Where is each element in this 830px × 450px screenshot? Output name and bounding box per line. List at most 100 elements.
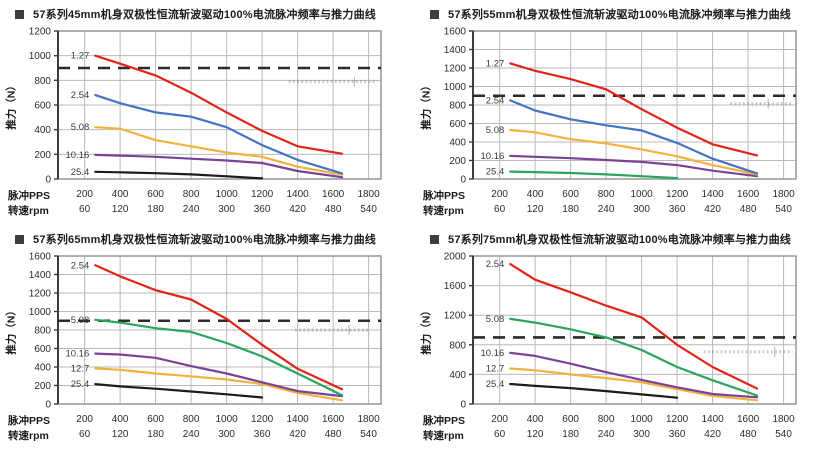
y-tick-label: 1400 <box>29 270 52 281</box>
x-tick-label-pps: 1600 <box>737 414 760 425</box>
x-tick-label-pps: 600 <box>562 414 579 425</box>
x-tick-label-pps: 400 <box>112 189 129 200</box>
series-line-2.54 <box>509 99 759 175</box>
x-tick-label-pps: 1800 <box>357 189 380 200</box>
x-tick-label-pps: 1200 <box>666 189 689 200</box>
series-line-12.7 <box>509 367 759 402</box>
x-tick-label-pps: 200 <box>491 414 508 425</box>
thrust-curve-plot: 0 200 400 600 800 1000 1200 1400 1600 200 60 400 120… <box>29 252 382 440</box>
x-tick-label-rpm: 60 <box>494 204 506 215</box>
chart-panel-75mm: 57系列75mm机身双极性恒流斩波驱动100%电流脉冲频率与推力曲线 推力（N）… <box>415 225 830 450</box>
y-tick-label: 200 <box>449 156 466 167</box>
x-axis-header-pps: 脉冲PPS <box>8 190 51 202</box>
x-tick-label-rpm: 120 <box>112 204 129 215</box>
x-tick-label-rpm: 240 <box>183 429 200 440</box>
x-tick-label-pps: 600 <box>147 414 164 425</box>
x-tick-label-rpm: 240 <box>183 204 200 215</box>
x-tick-label-rpm: 60 <box>79 204 91 215</box>
x-tick-label-rpm: 420 <box>289 204 306 215</box>
x-tick-label-pps: 1400 <box>286 189 309 200</box>
y-tick-label: 1000 <box>29 51 52 62</box>
series-label: 5.08 <box>486 314 505 325</box>
x-tick-label-rpm: 300 <box>218 429 235 440</box>
series-label: 2.54 <box>486 95 505 106</box>
x-tick-label-rpm: 540 <box>360 429 377 440</box>
chart-title-row: 57系列75mm机身双极性恒流斩波驱动100%电流脉冲频率与推力曲线 <box>430 231 791 247</box>
x-tick-label-rpm: 420 <box>704 204 721 215</box>
x-tick-label-pps: 1400 <box>701 189 724 200</box>
chart-title: 57系列45mm机身双极性恒流斩波驱动100%电流脉冲频率与推力曲线 <box>33 9 376 21</box>
series-label: 10.16 <box>65 349 89 360</box>
y-tick-label: 0 <box>460 400 466 411</box>
x-axis-header-pps: 脉冲PPS <box>423 415 466 427</box>
y-tick-label: 400 <box>34 363 51 374</box>
square-bullet-icon <box>15 9 24 19</box>
x-tick-label-pps: 600 <box>147 189 164 200</box>
x-axis-header-rpm: 转速rpm <box>423 430 464 442</box>
y-tick-label: 800 <box>34 326 51 337</box>
x-tick-label-rpm: 300 <box>633 204 650 215</box>
x-tick-label-pps: 1000 <box>630 189 653 200</box>
x-tick-label-rpm: 480 <box>325 429 342 440</box>
x-tick-label-rpm: 540 <box>360 204 377 215</box>
y-tick-label: 1200 <box>29 27 52 38</box>
series-label: 5.08 <box>71 315 90 326</box>
series-label: 25.4 <box>71 167 90 178</box>
y-tick-label: 2000 <box>444 252 467 263</box>
series-label: 25.4 <box>486 379 505 390</box>
series-line-10.16 <box>94 352 344 398</box>
x-tick-label-pps: 400 <box>527 414 544 425</box>
series-label: 5.08 <box>486 125 505 136</box>
chart-panel-55mm: 57系列55mm机身双极性恒流斩波驱动100%电流脉冲频率与推力曲线 推力（N）… <box>415 0 830 225</box>
x-tick-label-rpm: 540 <box>775 204 792 215</box>
series-label: 10.16 <box>65 150 89 161</box>
x-tick-label-rpm: 360 <box>669 204 686 215</box>
x-tick-label-rpm: 120 <box>527 204 544 215</box>
series-label: 1.27 <box>486 58 505 69</box>
series-line-25.4 <box>509 382 679 399</box>
series-line-10.16 <box>509 154 759 178</box>
x-tick-label-pps: 400 <box>527 189 544 200</box>
x-tick-label-rpm: 240 <box>598 204 615 215</box>
x-tick-label-rpm: 540 <box>775 429 792 440</box>
x-tick-label-pps: 1000 <box>630 414 653 425</box>
x-tick-label-pps: 1800 <box>772 189 795 200</box>
series-label: 12.7 <box>71 363 90 374</box>
series-label: 25.4 <box>486 167 505 178</box>
y-tick-label: 800 <box>449 340 466 351</box>
y-tick-label: 0 <box>460 175 466 186</box>
series-line-5.08 <box>94 318 344 397</box>
x-tick-label-pps: 1000 <box>215 414 238 425</box>
thrust-curve-plot: 0 400 800 1200 1600 2000 200 60 400 120 600 180 800 2… <box>444 252 797 440</box>
series-line-2.54 <box>509 262 759 390</box>
y-tick-label: 400 <box>449 138 466 149</box>
chart-panel-65mm: 57系列65mm机身双极性恒流斩波驱动100%电流脉冲频率与推力曲线 推力（N）… <box>0 225 415 450</box>
series-line-5.08 <box>509 128 759 176</box>
x-tick-label-rpm: 420 <box>289 429 306 440</box>
x-tick-label-pps: 800 <box>183 189 200 200</box>
y-tick-label: 1600 <box>29 252 52 263</box>
x-tick-label-pps: 1000 <box>215 189 238 200</box>
x-tick-label-rpm: 420 <box>704 429 721 440</box>
y-tick-label: 0 <box>45 400 51 411</box>
series-label: 12.7 <box>486 363 505 374</box>
x-tick-label-pps: 1800 <box>357 414 380 425</box>
thrust-curve-plot: 0 200 400 600 800 1000 1200 200 60 400 120 600 180 80… <box>29 27 382 215</box>
x-tick-label-rpm: 480 <box>740 429 757 440</box>
y-tick-label: 1600 <box>444 281 467 292</box>
series-label: 5.08 <box>71 122 90 133</box>
y-tick-label: 1200 <box>29 289 52 300</box>
series-line-5.08 <box>509 317 759 397</box>
series-line-25.4 <box>94 383 264 399</box>
x-tick-label-pps: 1200 <box>666 414 689 425</box>
square-bullet-icon <box>15 234 24 244</box>
series-line-10.16 <box>509 351 759 399</box>
y-tick-label: 800 <box>449 101 466 112</box>
series-label: 25.4 <box>71 379 90 390</box>
x-tick-label-pps: 1200 <box>251 414 274 425</box>
x-tick-label-rpm: 480 <box>740 204 757 215</box>
x-tick-label-pps: 600 <box>562 189 579 200</box>
series-line-25.4 <box>509 170 679 180</box>
series-label: 2.54 <box>71 260 90 271</box>
x-tick-label-pps: 800 <box>598 189 615 200</box>
